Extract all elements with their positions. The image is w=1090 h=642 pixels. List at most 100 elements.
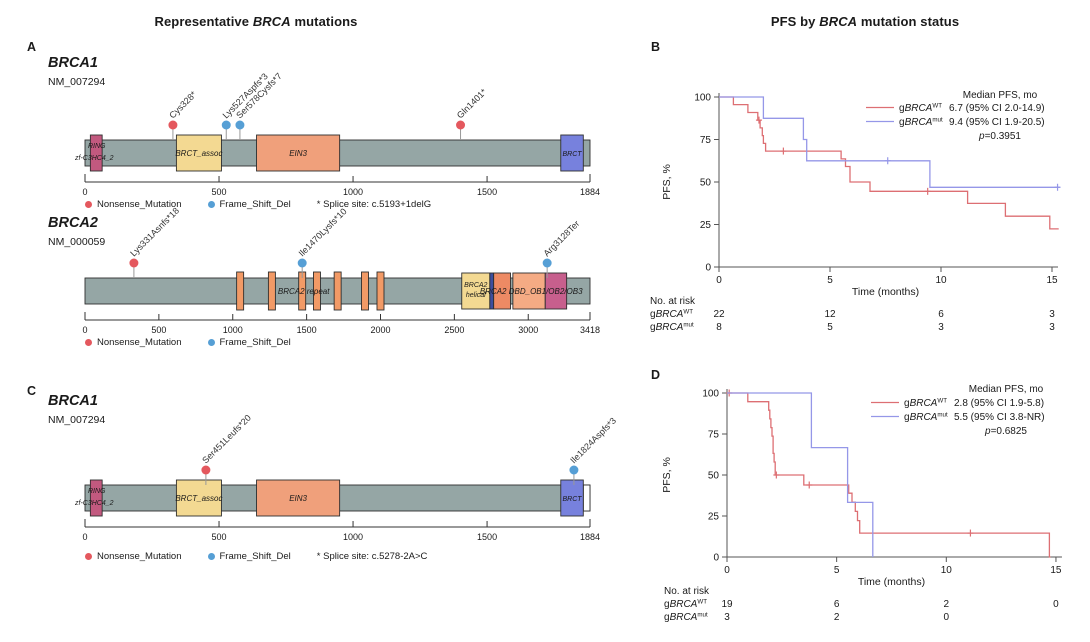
brc-repeat-box [333, 271, 342, 311]
km-plot-b: 0 25 50 75 100 0 5 10 15 Time (months) PFS, % Media… [650, 90, 1061, 334]
risk-value: 3 [938, 322, 944, 333]
km-legend-median: 9.4 (95% CI 1.9-20.5) [949, 117, 1045, 128]
domain-label: BRCT [563, 496, 583, 503]
x-axis-title: Time (months) [852, 286, 919, 298]
domain-box-RING [89, 134, 103, 172]
transcript-brca2: NM_000059 [48, 236, 106, 248]
axis-tick-label: 3000 [518, 325, 538, 335]
mutation-legend-a: Nonsense_Mutation Frame_Shift_Del * Splice… [85, 199, 431, 210]
risk-value: 2 [834, 612, 840, 623]
axis-tick-label: 2500 [444, 325, 464, 335]
legend-item-Nonsense_Mutation: Nonsense_Mutation [85, 551, 182, 562]
risk-value: 19 [721, 599, 733, 610]
km-legend-median: 2.8 (95% CI 1.9-5.8) [954, 398, 1044, 409]
km-curve [727, 392, 1051, 558]
axis-tick-label: 500 [151, 325, 166, 335]
risk-value: 22 [713, 309, 725, 320]
risk-value: 3 [1049, 322, 1055, 333]
lollipop-dot [168, 120, 178, 130]
y-axis-title: PFS, % [661, 457, 673, 493]
domain-box-OB2 [512, 272, 546, 310]
risk-value: 0 [944, 612, 950, 623]
risk-table-title: No. at risk [664, 586, 710, 597]
lollipop-dot [235, 120, 245, 130]
ring-label: RING [88, 488, 106, 495]
risk-value: 0 [1053, 599, 1059, 610]
risk-table-title: No. at risk [650, 296, 696, 307]
panel-label-a: A [27, 40, 37, 54]
risk-value: 12 [824, 309, 836, 320]
x-tick-label: 5 [827, 275, 833, 286]
panel-label-d: D [651, 368, 661, 382]
brc-repeat-box [361, 271, 369, 311]
risk-row-name: gBRCAmut [650, 322, 694, 334]
x-axis-title: Time (months) [858, 576, 925, 588]
mutation-label: Cys328* [167, 89, 198, 120]
risk-row-name: gBRCAWT [664, 599, 707, 611]
risk-value: 6 [834, 599, 840, 610]
risk-value: 6 [938, 309, 944, 320]
mutation-legend-c: Nonsense_Mutation Frame_Shift_Del * Splice… [85, 551, 427, 562]
legend-dot-icon [85, 201, 92, 208]
km-legend-series-name: gBRCAmut [899, 117, 943, 129]
right-title-gene: BRCA [819, 14, 858, 29]
axis-tick-label: 0 [82, 325, 87, 335]
lollipop-dot [221, 120, 231, 130]
x-tick-label: 10 [935, 275, 947, 286]
km-curve [719, 96, 1059, 230]
km-curve [727, 392, 874, 557]
ring-label: RING [88, 143, 106, 150]
gene-name-brca1-a: BRCA1 [48, 55, 98, 71]
brc-repeat-box [313, 271, 321, 311]
domain-label: EIN3 [289, 494, 307, 503]
mutation-label: Arg3128Ter [541, 218, 581, 258]
domain-label: BRCA2 [464, 282, 487, 289]
legend-label: Nonsense_Mutation [97, 551, 182, 562]
axis-tick-label: 1500 [477, 532, 497, 542]
axis-tick-label: 1884 [580, 532, 600, 542]
axis-tick-label: 500 [212, 187, 227, 197]
domain-box-RING [89, 479, 103, 517]
axis-tick-label: 1000 [223, 325, 243, 335]
splice-note: * Splice site: c.5193+1delG [316, 199, 432, 210]
axis-tick-label: 1000 [343, 187, 363, 197]
km-curve [719, 96, 1060, 188]
domain-box-BRCT [560, 134, 584, 172]
tail-box [582, 484, 591, 512]
domain-label: BRCT_assoc [175, 494, 222, 503]
legend-label: Frame_Shift_Del [219, 551, 291, 562]
risk-value: 8 [716, 322, 722, 333]
km-legend-median: 5.5 (95% CI 3.8-NR) [954, 412, 1045, 423]
y-tick-label: 25 [700, 220, 712, 231]
y-tick-label: 75 [708, 430, 720, 441]
domain-box-BRCT [560, 479, 584, 517]
axis-tick-label: 500 [212, 532, 227, 542]
km-legend-header: Median PFS, mo [969, 384, 1044, 395]
risk-value: 5 [827, 322, 833, 333]
domain-box-BRCA2_helical [461, 272, 491, 310]
lollipop-dot [201, 465, 211, 475]
domain-label: EIN3 [289, 149, 307, 158]
risk-row-name: gBRCAWT [650, 309, 693, 321]
legend-label: Frame_Shift_Del [219, 337, 291, 348]
km-legend-median: 6.7 (95% CI 2.0-14.9) [949, 103, 1045, 114]
zf-label: zf-C3HC4_2 [74, 500, 114, 507]
right-title-suffix: mutation status [857, 14, 960, 29]
axis-tick-label: 1000 [343, 532, 363, 542]
legend-item-Frame_Shift_Del: Frame_Shift_Del [207, 551, 291, 562]
km-legend-series-name: gBRCAmut [904, 412, 948, 424]
mutation-label: Ile1824Aspfs*3 [568, 416, 618, 466]
x-tick-label: 0 [716, 275, 722, 286]
mutation-legend-brca2: Nonsense_Mutation Frame_Shift_Del [85, 337, 291, 348]
legend-item-Nonsense_Mutation: Nonsense_Mutation [85, 337, 182, 348]
splice-note: * Splice site: c.5278-2A>C [316, 551, 428, 562]
transcript-brca1-a: NM_007294 [48, 76, 106, 88]
lollipop-dot [569, 465, 579, 475]
y-axis-title: PFS, % [661, 164, 673, 200]
zf-label: zf-C3HC4_2 [74, 155, 114, 162]
legend-label: Frame_Shift_Del [219, 199, 291, 210]
axis-tick-label: 1884 [580, 187, 600, 197]
dbd-span-label: BRCA2 DBD_OB1/OB2/OB3 [480, 287, 583, 296]
lollipop-dot [456, 120, 466, 130]
